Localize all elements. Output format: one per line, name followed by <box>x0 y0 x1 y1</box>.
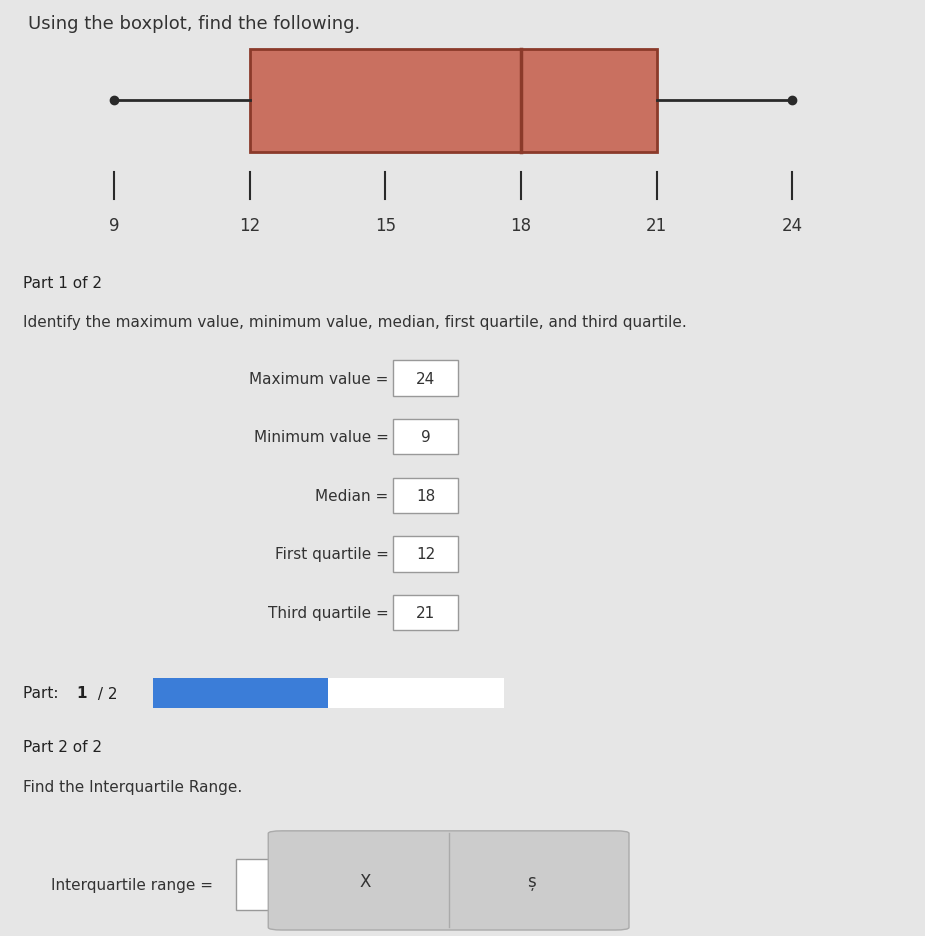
Text: Third quartile =: Third quartile = <box>267 606 388 621</box>
Bar <box>153 678 504 709</box>
FancyBboxPatch shape <box>393 536 458 572</box>
Text: 9: 9 <box>421 430 430 445</box>
Text: 1: 1 <box>76 686 86 701</box>
FancyBboxPatch shape <box>268 831 629 930</box>
Text: ș: ș <box>527 872 536 890</box>
Text: 21: 21 <box>647 217 667 235</box>
Bar <box>153 678 328 709</box>
Text: 9: 9 <box>109 217 119 235</box>
Text: Maximum value =: Maximum value = <box>249 372 388 387</box>
FancyBboxPatch shape <box>236 859 275 911</box>
FancyBboxPatch shape <box>393 419 458 455</box>
Text: 24: 24 <box>782 217 803 235</box>
Text: 18: 18 <box>511 217 532 235</box>
FancyBboxPatch shape <box>393 361 458 397</box>
FancyBboxPatch shape <box>393 478 458 514</box>
Text: Using the boxplot, find the following.: Using the boxplot, find the following. <box>28 15 360 33</box>
Text: 12: 12 <box>416 547 435 562</box>
Text: 18: 18 <box>416 489 435 504</box>
Text: 12: 12 <box>240 217 260 235</box>
Text: / 2: / 2 <box>93 686 117 701</box>
Text: Part:: Part: <box>23 686 64 701</box>
Text: Interquartile range =: Interquartile range = <box>51 877 213 892</box>
Bar <box>250 50 657 153</box>
Text: 21: 21 <box>416 606 435 621</box>
Text: Identify the maximum value, minimum value, median, first quartile, and third qua: Identify the maximum value, minimum valu… <box>23 314 687 329</box>
Text: First quartile =: First quartile = <box>275 547 388 562</box>
Text: Part 2 of 2: Part 2 of 2 <box>23 739 102 754</box>
Text: X: X <box>360 872 371 890</box>
Text: Part 1 of 2: Part 1 of 2 <box>23 275 102 290</box>
Text: 15: 15 <box>375 217 396 235</box>
Text: Minimum value =: Minimum value = <box>253 430 388 445</box>
Text: 24: 24 <box>416 372 435 387</box>
FancyBboxPatch shape <box>393 595 458 631</box>
Text: Find the Interquartile Range.: Find the Interquartile Range. <box>23 779 242 794</box>
Text: Median =: Median = <box>315 489 388 504</box>
